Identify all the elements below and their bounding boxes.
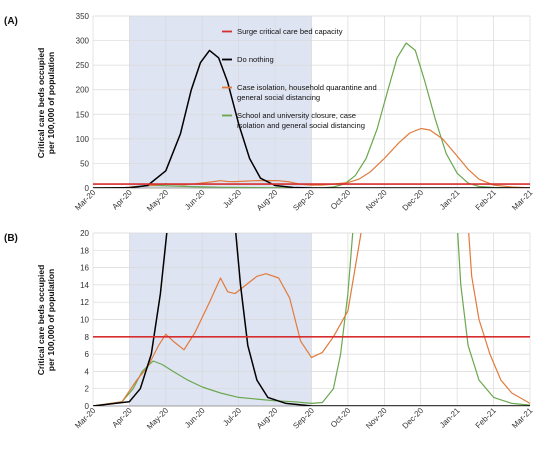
y-tick-label: 250 xyxy=(76,61,90,70)
y-axis-title: Critical care beds occupiedper 100,000 o… xyxy=(36,48,56,159)
x-tick-label: Dec-20 xyxy=(401,188,426,213)
x-tick-label: Jan-21 xyxy=(438,188,462,212)
series-school-closure-line xyxy=(93,42,530,188)
x-tick-label: Jul-20 xyxy=(221,188,243,210)
series-do-nothing-line xyxy=(93,49,530,188)
x-tick-label: Jun-20 xyxy=(183,188,207,212)
series-do-nothing-line xyxy=(93,233,530,406)
series-school-closure-line xyxy=(93,233,530,406)
chart-legend: Surge critical care bed capacity Do nothi… xyxy=(222,27,377,130)
panel-label: (A) xyxy=(4,16,18,27)
x-tick-label: Aug-20 xyxy=(255,406,280,431)
x-tick-label: Jan-21 xyxy=(438,406,462,430)
series-group xyxy=(93,42,530,188)
x-tick-label: Jul-20 xyxy=(221,406,243,428)
series-group xyxy=(93,233,530,406)
intervention-shading xyxy=(129,16,312,188)
x-tick-label: May-20 xyxy=(145,188,171,214)
series-case-isolation-line xyxy=(93,233,530,406)
y-tick-label: 100 xyxy=(76,135,90,144)
y-tick-label: 12 xyxy=(80,298,89,307)
x-tick-label: Feb-21 xyxy=(474,188,499,213)
y-tick-label: 0 xyxy=(85,184,90,193)
x-tick-label: Apr-20 xyxy=(110,406,134,430)
y-tick-label: 6 xyxy=(85,350,90,359)
x-tick-label: Sep-20 xyxy=(291,188,316,213)
y-tick-label: 18 xyxy=(80,246,89,255)
y-tick-label: 16 xyxy=(80,264,89,273)
legend-label-surge: Surge critical care bed capacity xyxy=(237,27,343,36)
x-tick-label: Oct-20 xyxy=(329,406,353,430)
y-tick-label: 8 xyxy=(85,333,90,342)
panel-label: (B) xyxy=(4,233,18,244)
x-tick-label: Feb-21 xyxy=(474,406,499,431)
y-axis-title: Critical care beds occupiedper 100,000 o… xyxy=(36,265,56,376)
x-tick-label: Apr-20 xyxy=(110,188,134,212)
y-tick-label: 350 xyxy=(76,12,90,21)
x-tick-label: Nov-20 xyxy=(364,188,389,213)
y-tick-label: 200 xyxy=(76,86,90,95)
y-tick-label: 4 xyxy=(85,367,90,376)
y-tick-label: 300 xyxy=(76,37,90,46)
y-tick-label: 0 xyxy=(85,402,90,411)
legend-label-school-closure: School and university closure, case isola… xyxy=(237,111,365,130)
y-tick-label: 50 xyxy=(80,159,89,168)
legend-label-do-nothing: Do nothing xyxy=(237,55,274,64)
legend-label-case-isolation: Case isolation, household quarantine and… xyxy=(237,83,377,102)
y-tick-label: 14 xyxy=(80,281,89,290)
x-tick-label: Nov-20 xyxy=(364,406,389,431)
x-tick-label: Dec-20 xyxy=(401,406,426,431)
x-tick-label: Sep-20 xyxy=(291,406,316,431)
x-tick-label: Aug-20 xyxy=(255,188,280,213)
y-tick-label: 10 xyxy=(80,316,89,325)
x-tick-label: Mar-21 xyxy=(510,406,535,431)
x-tick-label: May-20 xyxy=(145,406,171,432)
x-tick-label: Mar-21 xyxy=(510,188,535,213)
y-tick-label: 2 xyxy=(85,385,90,394)
y-tick-label: 20 xyxy=(80,229,89,238)
y-tick-label: 150 xyxy=(76,110,90,119)
x-tick-label: Jun-20 xyxy=(183,406,207,430)
x-tick-label: Oct-20 xyxy=(329,188,353,212)
